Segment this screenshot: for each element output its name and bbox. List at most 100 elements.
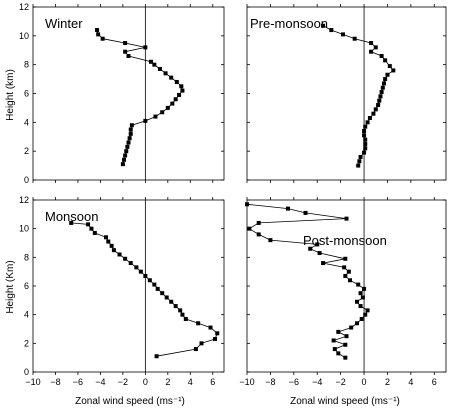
data-point bbox=[356, 163, 361, 168]
data-point bbox=[343, 273, 348, 278]
panel-title: Monsoon bbox=[45, 209, 98, 224]
y-tick-label: 2 bbox=[24, 146, 29, 156]
data-point bbox=[256, 232, 261, 237]
data-point bbox=[308, 246, 313, 251]
data-point bbox=[363, 141, 368, 146]
data-point bbox=[336, 329, 341, 334]
data-point bbox=[170, 101, 175, 106]
data-point bbox=[160, 291, 165, 296]
data-point bbox=[362, 150, 367, 155]
data-point bbox=[377, 98, 382, 103]
y-tick-label: 6 bbox=[24, 89, 29, 99]
data-point bbox=[343, 256, 348, 261]
data-point bbox=[155, 286, 160, 291]
x-tick-label: 4 bbox=[408, 377, 413, 387]
data-point bbox=[147, 278, 152, 283]
data-point bbox=[380, 85, 385, 90]
data-point bbox=[371, 111, 376, 116]
x-tick-label: −10 bbox=[25, 377, 40, 387]
data-point bbox=[138, 269, 143, 274]
data-point bbox=[317, 251, 322, 256]
panel-title: Pre-monsoon bbox=[250, 16, 328, 31]
data-point bbox=[106, 239, 111, 244]
x-tick-label: −4 bbox=[95, 377, 105, 387]
data-point bbox=[173, 304, 178, 309]
data-point bbox=[343, 342, 348, 347]
data-point bbox=[247, 226, 252, 231]
data-point bbox=[134, 265, 139, 270]
y-tick-label: 0 bbox=[24, 367, 29, 377]
data-point bbox=[383, 58, 388, 63]
data-point bbox=[152, 62, 157, 67]
data-point bbox=[346, 269, 351, 274]
data-point bbox=[355, 299, 360, 304]
series-line bbox=[96, 29, 183, 165]
data-point bbox=[348, 278, 353, 283]
data-point bbox=[360, 295, 365, 300]
data-point bbox=[122, 157, 127, 162]
data-point bbox=[143, 118, 148, 123]
data-point bbox=[95, 28, 100, 33]
data-point bbox=[336, 351, 341, 356]
data-point bbox=[173, 97, 178, 102]
plot-frame bbox=[32, 199, 225, 373]
data-point bbox=[199, 341, 204, 346]
panel-post-monsoon: −10 −8 −6 −4 −2 0 2 4 6 Post-monsoon bbox=[239, 197, 447, 387]
x-tick-label: 4 bbox=[188, 377, 193, 387]
data-point bbox=[143, 45, 148, 50]
data-point bbox=[385, 72, 390, 77]
data-point bbox=[213, 337, 218, 342]
x-tick-label: −4 bbox=[312, 377, 322, 387]
x-tick-label: 6 bbox=[210, 377, 215, 387]
data-point bbox=[332, 347, 337, 352]
data-point bbox=[373, 107, 378, 112]
x-tick-label: −6 bbox=[289, 377, 299, 387]
data-point bbox=[104, 235, 109, 240]
data-point bbox=[178, 308, 183, 313]
data-point bbox=[183, 316, 188, 321]
x-tick-label: −6 bbox=[73, 377, 83, 387]
data-point bbox=[193, 347, 198, 352]
x-axis-label-left: Zonal wind speed (ms⁻¹) bbox=[75, 396, 185, 407]
data-point bbox=[124, 149, 129, 154]
y-tick-label: 4 bbox=[24, 117, 29, 127]
data-point bbox=[367, 116, 372, 121]
y-tick-label: 8 bbox=[24, 60, 29, 70]
y-tick-label: 6 bbox=[24, 281, 29, 291]
data-point bbox=[128, 127, 133, 132]
y-tick-label: 12 bbox=[19, 195, 29, 205]
data-point bbox=[109, 243, 114, 248]
data-point bbox=[358, 154, 363, 159]
data-point bbox=[362, 286, 367, 291]
data-point bbox=[379, 90, 384, 95]
x-tick-label: 0 bbox=[143, 377, 148, 387]
data-point bbox=[123, 256, 128, 261]
data-point bbox=[344, 216, 349, 221]
y-tick-label: 4 bbox=[24, 310, 29, 320]
data-point bbox=[331, 338, 336, 343]
data-point bbox=[128, 261, 133, 266]
data-point bbox=[387, 64, 392, 69]
data-point bbox=[358, 291, 363, 296]
data-point bbox=[152, 282, 157, 287]
data-point bbox=[363, 146, 368, 151]
data-point bbox=[363, 312, 368, 317]
data-point bbox=[344, 334, 349, 339]
data-point bbox=[355, 321, 360, 326]
data-point bbox=[157, 66, 162, 71]
data-point bbox=[373, 45, 378, 50]
data-point bbox=[160, 110, 165, 115]
y-axis-label-bottom: Height (Km) bbox=[5, 260, 16, 313]
data-point bbox=[349, 325, 354, 330]
x-tick-label: 0 bbox=[362, 377, 367, 387]
x-tick-label: −2 bbox=[336, 377, 346, 387]
data-point bbox=[165, 105, 170, 110]
data-point bbox=[369, 49, 374, 54]
data-point bbox=[125, 144, 130, 149]
data-point bbox=[215, 331, 220, 336]
y-tick-label: 8 bbox=[24, 252, 29, 262]
x-tick-label: −8 bbox=[50, 377, 60, 387]
data-point bbox=[111, 248, 116, 253]
data-point bbox=[391, 68, 396, 73]
